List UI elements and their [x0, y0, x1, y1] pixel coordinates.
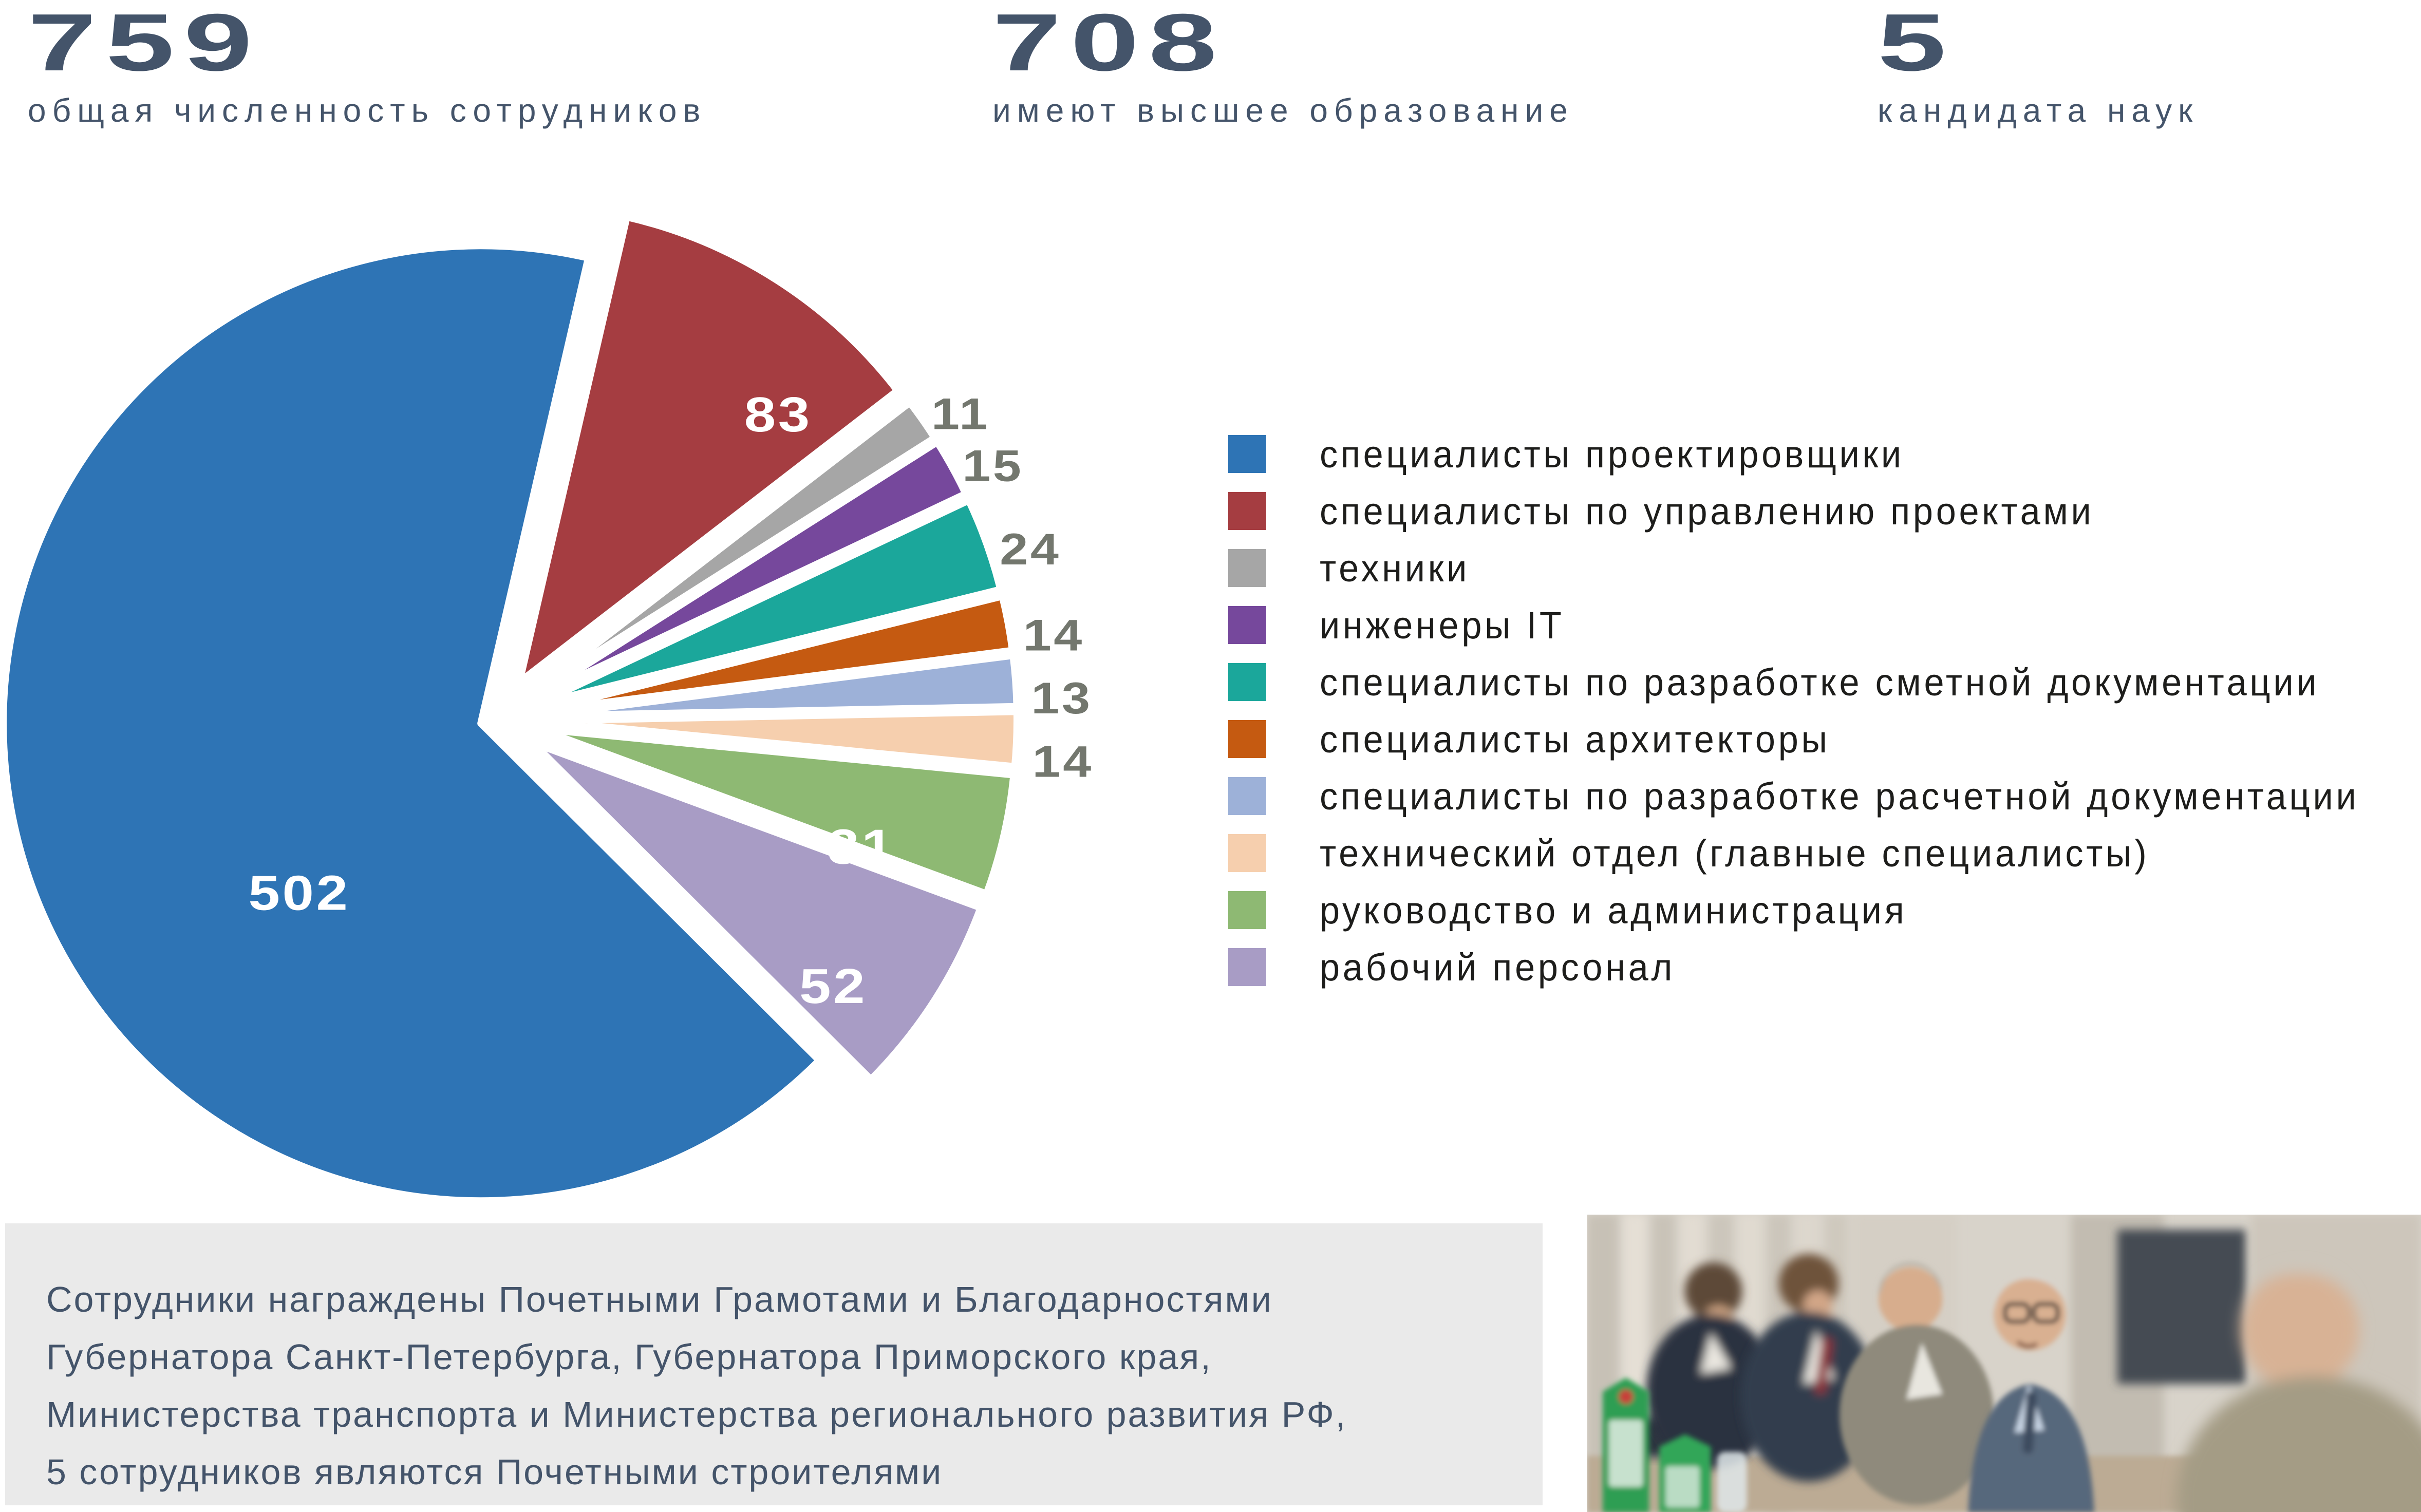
pie-slice-3 — [530, 438, 970, 702]
pie-slice-value-9: 52 — [799, 958, 867, 1014]
legend-swatch-1 — [1228, 492, 1266, 530]
stat-higher-education-label: имеют высшее образование — [992, 92, 1574, 129]
legend-item-6: специалисты по разработке расчетной доку… — [1228, 774, 2414, 818]
pie-slice-value-8: 31 — [828, 819, 895, 874]
legend-swatch-5 — [1228, 720, 1266, 758]
pie-slice-9 — [529, 739, 985, 1084]
legend-swatch-7 — [1228, 834, 1266, 872]
pie-slice-4 — [533, 497, 1004, 708]
legend-item-0: специалисты проектировщики — [1228, 432, 2414, 476]
pie-slice-value-3: 15 — [962, 441, 1023, 490]
legend-item-5: специалисты архитекторы — [1228, 717, 2414, 761]
tv-screen — [2117, 1230, 2246, 1384]
person-4 — [1968, 1276, 2094, 1512]
legend-label-2: техники — [1320, 546, 1470, 590]
pie-slice-1 — [515, 213, 902, 686]
legend-label-1: специалисты по управлению проектами — [1320, 489, 2094, 533]
legend-swatch-2 — [1228, 549, 1266, 587]
pie-slice-value-6: 13 — [1031, 673, 1092, 723]
legend-item-9: рабочий персонал — [1228, 946, 2414, 989]
juice-cartons — [1603, 1377, 1747, 1512]
person-5 — [2176, 1267, 2421, 1512]
legend-label-4: специалисты по разработке сметной докуме… — [1320, 660, 2320, 704]
legend-label-6: специалисты по разработке расчетной доку… — [1320, 774, 2359, 818]
legend-label-5: специалисты архитекторы — [1320, 717, 1830, 761]
legend-label-7: технический отдел (главные специалисты) — [1320, 831, 2150, 875]
pie-slice-value-0: 502 — [249, 865, 350, 920]
pie-slice-value-7: 14 — [1033, 736, 1094, 786]
legend-item-3: инженеры IT — [1228, 603, 2414, 647]
legend-label-3: инженеры IT — [1320, 603, 1565, 647]
stat-higher-education: 708 имеют высшее образование — [992, 2, 1574, 129]
legend-swatch-0 — [1228, 435, 1266, 473]
legend-item-1: специалисты по управлению проектами — [1228, 489, 2414, 533]
stat-total-value: 759 — [28, 0, 262, 88]
legend-label-0: специалисты проектировщики — [1320, 432, 1904, 476]
pie-slice-0 — [0, 242, 823, 1205]
pie-slice-7 — [535, 708, 1021, 770]
legend-swatch-9 — [1228, 948, 1266, 986]
legend-item-7: технический отдел (главные специалисты) — [1228, 831, 2414, 875]
legend-label-8: руководство и администрация — [1320, 889, 1907, 932]
meeting-photo — [1587, 1215, 2421, 1512]
legend-item-2: техники — [1228, 546, 2414, 590]
stat-higher-education-value: 708 — [992, 0, 1227, 88]
pie-slice-value-2: 11 — [931, 389, 990, 439]
stat-phd-candidates-label: кандидата наук — [1878, 92, 2199, 129]
pie-slice-8 — [534, 725, 1018, 898]
legend-swatch-4 — [1228, 663, 1266, 701]
meeting-photo-illustration — [1587, 1215, 2421, 1512]
pie-slice-value-4: 24 — [1000, 524, 1061, 574]
awards-note: Сотрудники награждены Почетными Грамотам… — [5, 1223, 1543, 1505]
legend-swatch-6 — [1228, 777, 1266, 815]
awards-note-text: Сотрудники награждены Почетными Грамотам… — [46, 1279, 1347, 1492]
pie-slice-value-5: 14 — [1023, 611, 1084, 660]
stat-phd-candidates: 5 кандидата наук — [1878, 2, 2199, 129]
pie-slice-6 — [535, 652, 1021, 720]
pie-legend: специалисты проектировщики специалисты по… — [1228, 432, 2414, 1005]
person-1 — [1646, 1262, 1775, 1469]
stat-total-employees: 759 общая численность сотрудников — [28, 2, 706, 129]
pie-slice-2 — [528, 399, 939, 698]
legend-swatch-3 — [1228, 606, 1266, 644]
legend-swatch-8 — [1228, 891, 1266, 929]
legend-item-4: специалисты по разработке сметной докуме… — [1228, 660, 2414, 704]
person-3 — [1839, 1261, 1994, 1505]
stat-total-label: общая численность сотрудников — [28, 92, 707, 129]
pie-slice-value-1: 83 — [744, 387, 812, 442]
legend-item-8: руководство и администрация — [1228, 889, 2414, 932]
stat-phd-candidates-value: 5 — [1878, 0, 1956, 88]
pie-slice-5 — [535, 592, 1017, 715]
legend-label-9: рабочий персонал — [1320, 946, 1676, 989]
